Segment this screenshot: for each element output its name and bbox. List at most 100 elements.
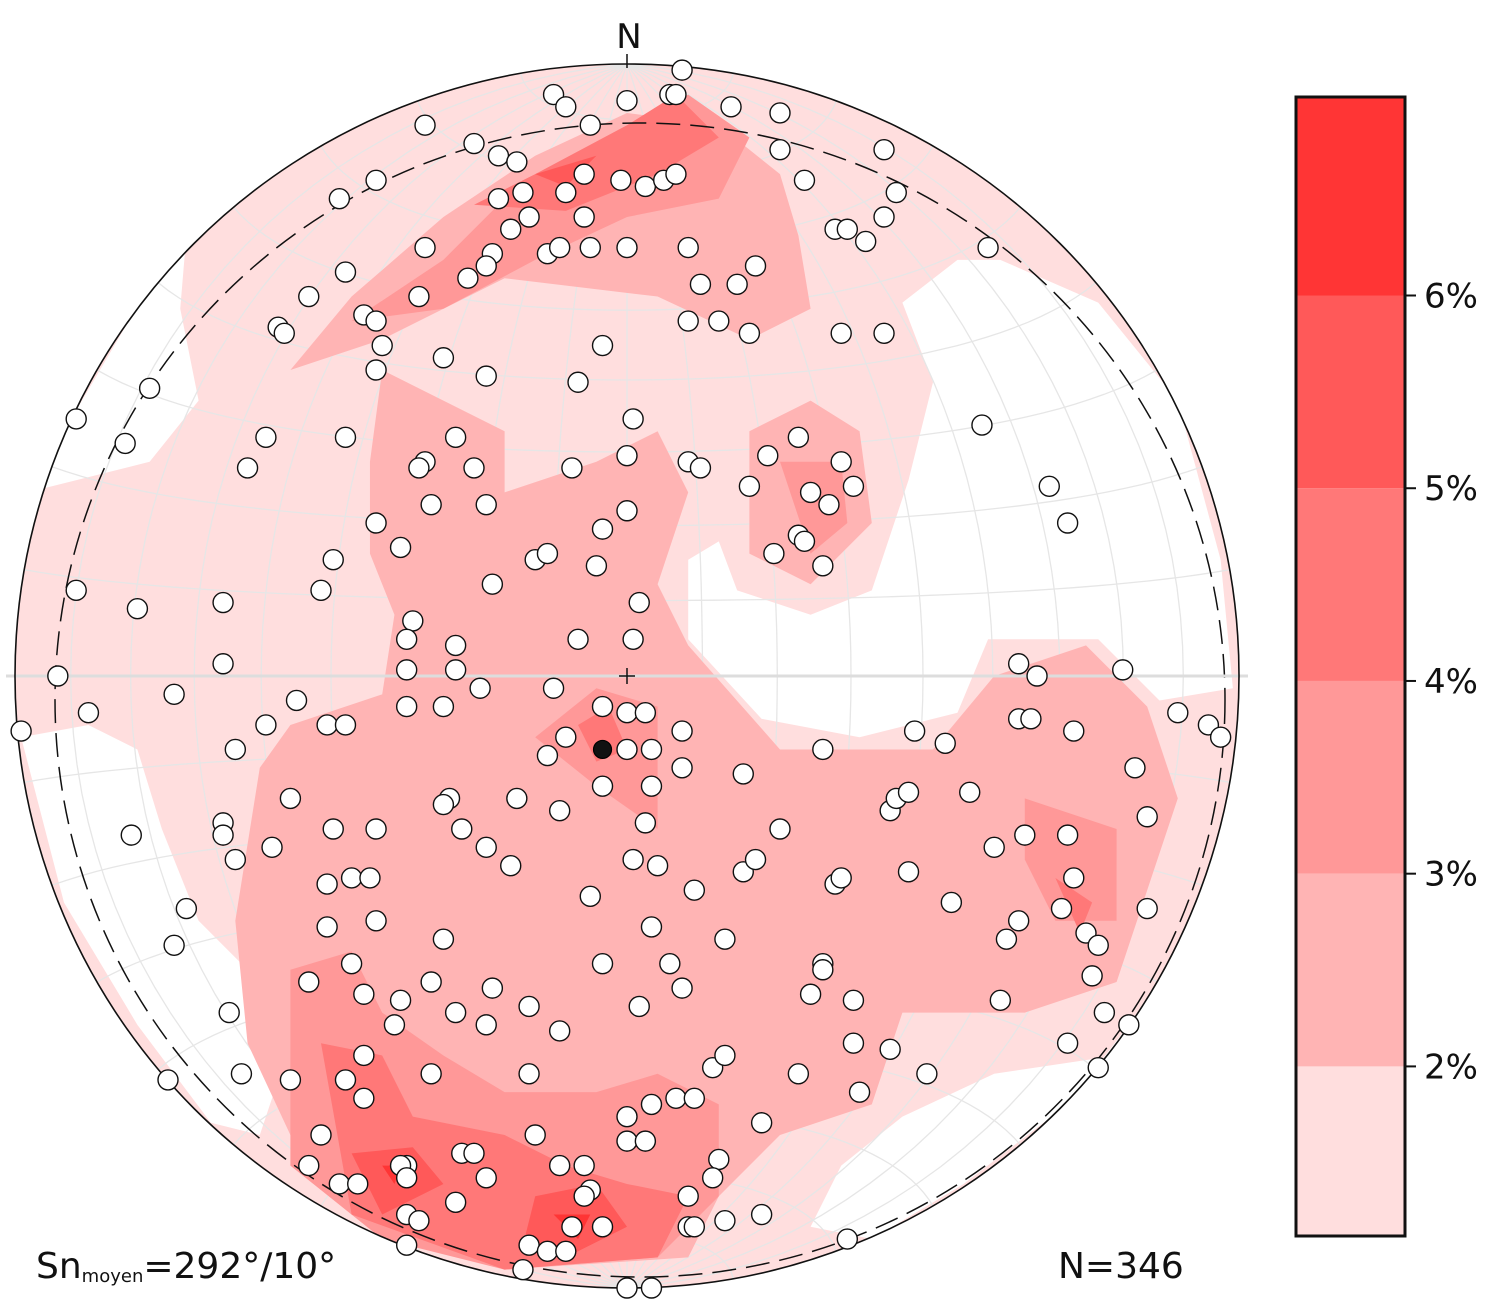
pole-point: [420, 971, 442, 993]
pole-point: [799, 481, 822, 504]
pole-point: [230, 1063, 253, 1085]
pole-point: [903, 720, 926, 742]
pole-point: [1209, 726, 1232, 748]
colorbar-band: [1296, 680, 1405, 874]
pole-point: [395, 1167, 418, 1189]
pole-point: [708, 1148, 730, 1171]
pole-point: [977, 236, 999, 259]
pole-point: [665, 1087, 687, 1109]
pole-point: [353, 1044, 375, 1067]
pole-point: [365, 818, 387, 840]
pole-point: [579, 885, 601, 908]
empty-region: [27, 235, 199, 493]
pole-point: [279, 1069, 302, 1091]
pole-point: [279, 787, 302, 810]
pole-point: [640, 916, 663, 938]
pole-point: [1007, 653, 1030, 675]
pole-point: [432, 928, 455, 950]
pole-point: [65, 408, 87, 430]
pole-point: [983, 836, 1005, 859]
pole-point: [548, 799, 571, 822]
pole-point: [408, 457, 430, 479]
pole-point: [738, 322, 761, 344]
pole-point: [298, 285, 320, 308]
pole-point: [610, 169, 632, 191]
pole-point: [873, 206, 895, 228]
pole-point: [365, 359, 387, 381]
pole-point: [218, 1001, 240, 1024]
pole-point: [646, 855, 669, 877]
pole-point: [640, 738, 663, 761]
pole-point: [463, 457, 485, 479]
pole-point: [579, 236, 601, 259]
pole-point: [622, 628, 644, 650]
pole-point: [322, 549, 344, 571]
pole-point: [444, 1001, 467, 1024]
pole-point: [640, 775, 663, 797]
pole-point: [518, 1063, 540, 1085]
colorbar-tick-label: 2%: [1424, 1047, 1478, 1087]
pole-point: [255, 426, 277, 449]
pole-point: [812, 738, 834, 761]
pole-point: [634, 702, 657, 724]
pole-point: [328, 187, 351, 210]
pole-point: [475, 255, 497, 277]
pole-point: [310, 579, 332, 602]
pole-point: [395, 695, 418, 718]
pole-point: [506, 787, 528, 810]
pole-point: [475, 365, 497, 387]
pole-point: [591, 334, 614, 357]
pole-point: [634, 1130, 657, 1152]
pole-point: [959, 781, 981, 803]
pole-point: [897, 781, 920, 803]
pole-point: [389, 989, 412, 1012]
pole-point: [408, 1209, 430, 1232]
pole-point: [616, 444, 638, 467]
colorbar-band: [1296, 1066, 1405, 1236]
pole-point: [365, 910, 387, 932]
density-contour: [535, 155, 597, 187]
pole-point: [298, 971, 320, 993]
pole-point: [561, 1216, 583, 1238]
north-label: N: [616, 17, 641, 57]
pole-point: [138, 377, 161, 400]
pole-point: [1056, 1032, 1079, 1054]
pole-point: [561, 457, 583, 479]
pole-point: [555, 181, 577, 204]
pole-point: [842, 1032, 865, 1054]
pole-point: [1118, 1014, 1140, 1036]
pole-point: [475, 1167, 497, 1189]
colorbar-tick-label: 6%: [1424, 277, 1478, 317]
pole-point: [444, 1191, 467, 1214]
pole-point: [1136, 806, 1158, 828]
pole-point: [402, 610, 424, 632]
pole-point: [212, 824, 234, 846]
pole-point: [665, 163, 687, 185]
pole-point: [591, 952, 614, 975]
pole-point: [10, 720, 32, 742]
pole-point: [971, 414, 993, 436]
density-contour: [578, 706, 627, 762]
pole-point: [879, 1038, 901, 1061]
mean-label: Snmoyen=292°/10°: [36, 1246, 336, 1287]
pole-point: [616, 1105, 638, 1128]
pole-point: [475, 493, 497, 516]
pole-point: [475, 836, 497, 859]
dashed-circle: [54, 122, 1226, 1278]
pole-point: [1007, 910, 1030, 932]
pole-point: [371, 334, 393, 357]
pole-point: [793, 530, 816, 553]
pole-point: [542, 677, 565, 699]
pole-point: [310, 1124, 332, 1146]
pole-point: [683, 1216, 706, 1238]
pole-point: [591, 518, 614, 540]
pole-point: [340, 952, 363, 975]
pole-point: [671, 977, 693, 999]
pole-point: [812, 959, 834, 981]
pole-point: [842, 475, 865, 497]
pole-point: [616, 236, 638, 259]
density-contour: [1055, 877, 1093, 934]
pole-point: [1050, 897, 1073, 920]
pole-point: [518, 1234, 540, 1256]
pole-point: [463, 1142, 485, 1165]
